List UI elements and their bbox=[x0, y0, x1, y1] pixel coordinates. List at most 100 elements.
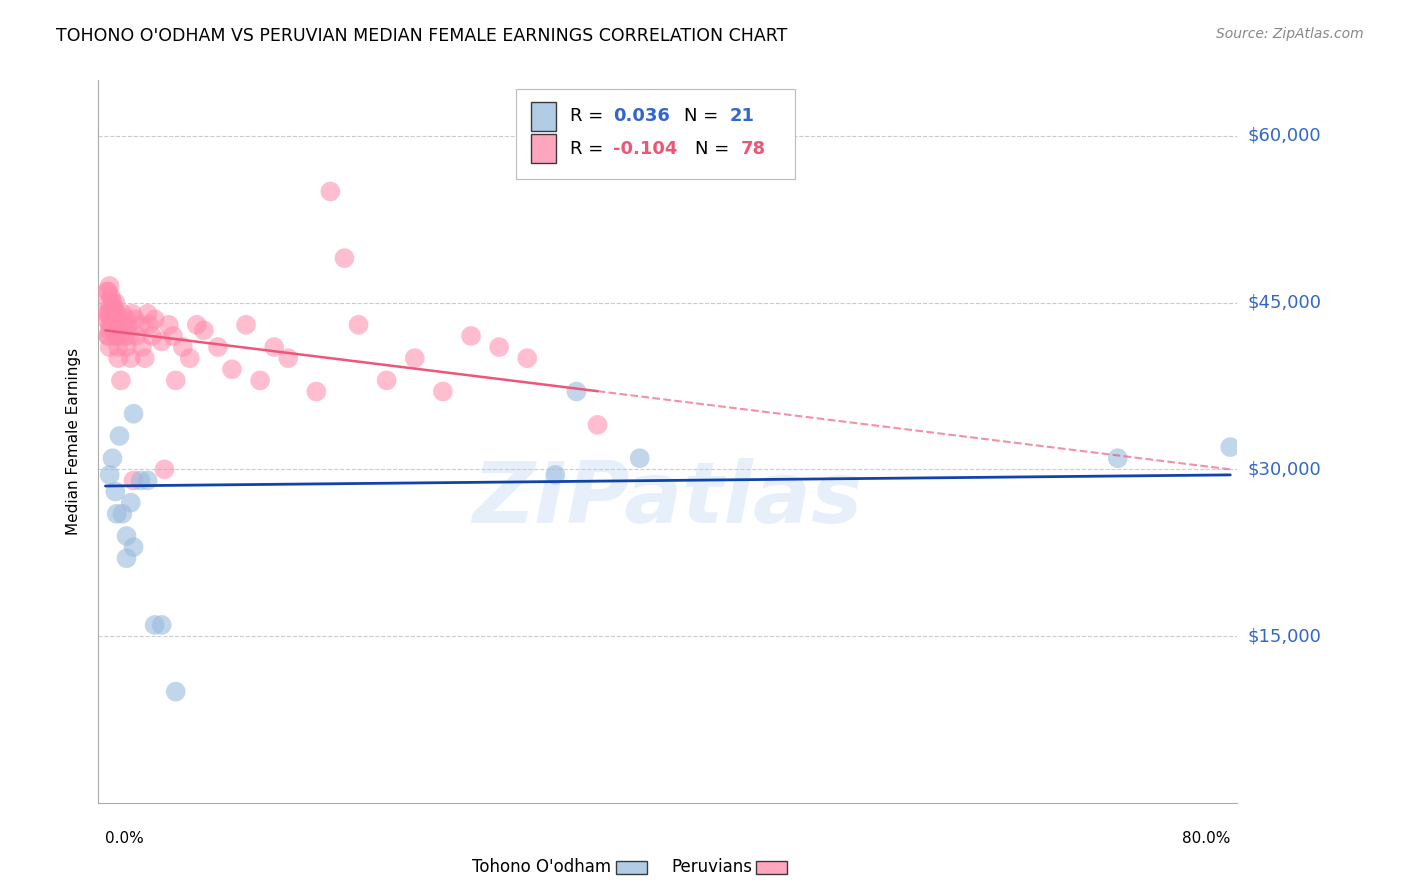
Text: R =: R = bbox=[569, 140, 609, 158]
Point bbox=[179, 351, 201, 366]
Point bbox=[122, 407, 145, 421]
Text: $45,000: $45,000 bbox=[1247, 293, 1322, 311]
Point bbox=[100, 290, 122, 304]
Point bbox=[186, 318, 208, 332]
Point bbox=[136, 307, 159, 321]
FancyBboxPatch shape bbox=[516, 89, 796, 179]
Point bbox=[121, 307, 143, 321]
Point bbox=[115, 340, 138, 354]
Point bbox=[129, 318, 152, 332]
Point bbox=[347, 318, 370, 332]
Point bbox=[162, 329, 184, 343]
Point bbox=[104, 484, 127, 499]
Point bbox=[111, 307, 134, 321]
Point bbox=[120, 351, 142, 366]
Point bbox=[1219, 440, 1241, 454]
Point bbox=[628, 451, 651, 466]
Point bbox=[98, 279, 121, 293]
FancyBboxPatch shape bbox=[531, 135, 557, 163]
Point bbox=[129, 474, 152, 488]
Point bbox=[97, 285, 120, 299]
Point bbox=[111, 507, 134, 521]
Point bbox=[319, 185, 342, 199]
Text: 0.0%: 0.0% bbox=[105, 830, 145, 846]
Point bbox=[108, 318, 131, 332]
Point bbox=[221, 362, 243, 376]
Text: N =: N = bbox=[683, 107, 724, 126]
Point bbox=[112, 318, 135, 332]
Point bbox=[114, 329, 136, 343]
Point bbox=[101, 301, 124, 315]
Text: Peruvians: Peruvians bbox=[671, 858, 752, 876]
Point bbox=[98, 323, 121, 337]
Point bbox=[100, 318, 122, 332]
Point bbox=[153, 462, 176, 476]
Text: $30,000: $30,000 bbox=[1247, 460, 1320, 478]
FancyBboxPatch shape bbox=[531, 102, 557, 131]
Point bbox=[97, 307, 120, 321]
Point bbox=[98, 318, 121, 332]
Point bbox=[138, 318, 160, 332]
Point bbox=[96, 312, 118, 326]
Point bbox=[98, 340, 121, 354]
Point bbox=[124, 312, 146, 326]
Point bbox=[143, 618, 166, 632]
Text: Source: ZipAtlas.com: Source: ZipAtlas.com bbox=[1216, 27, 1364, 41]
Point bbox=[305, 384, 328, 399]
Point bbox=[98, 301, 121, 315]
Point bbox=[263, 340, 285, 354]
Point bbox=[105, 329, 128, 343]
Point bbox=[235, 318, 257, 332]
Point bbox=[165, 373, 187, 387]
Text: TOHONO O'ODHAM VS PERUVIAN MEDIAN FEMALE EARNINGS CORRELATION CHART: TOHONO O'ODHAM VS PERUVIAN MEDIAN FEMALE… bbox=[56, 27, 787, 45]
Point bbox=[110, 373, 132, 387]
Point bbox=[586, 417, 609, 432]
Point bbox=[404, 351, 426, 366]
Point bbox=[488, 340, 510, 354]
Text: $60,000: $60,000 bbox=[1247, 127, 1320, 145]
Point bbox=[117, 318, 139, 332]
Point bbox=[107, 340, 129, 354]
Point bbox=[122, 474, 145, 488]
Point bbox=[131, 340, 153, 354]
Point bbox=[108, 429, 131, 443]
Point bbox=[1107, 451, 1129, 466]
Point bbox=[432, 384, 454, 399]
Point bbox=[115, 312, 138, 326]
Point bbox=[100, 307, 122, 321]
Point bbox=[120, 496, 142, 510]
Point bbox=[101, 451, 124, 466]
Point bbox=[460, 329, 482, 343]
Point bbox=[544, 467, 567, 482]
Text: N =: N = bbox=[695, 140, 735, 158]
Point bbox=[103, 318, 125, 332]
Point bbox=[104, 329, 127, 343]
Point bbox=[115, 529, 138, 543]
Point bbox=[98, 467, 121, 482]
Point bbox=[115, 551, 138, 566]
Text: 0.036: 0.036 bbox=[613, 107, 671, 126]
Point bbox=[150, 334, 173, 349]
Text: 78: 78 bbox=[741, 140, 766, 158]
Point bbox=[97, 329, 120, 343]
Point bbox=[96, 285, 118, 299]
Text: 21: 21 bbox=[730, 107, 755, 126]
Point bbox=[105, 312, 128, 326]
Point bbox=[101, 295, 124, 310]
Point bbox=[516, 351, 538, 366]
Point bbox=[141, 329, 163, 343]
Point bbox=[249, 373, 271, 387]
Point bbox=[96, 307, 118, 321]
Point bbox=[565, 384, 588, 399]
Text: 80.0%: 80.0% bbox=[1182, 830, 1230, 846]
Point bbox=[165, 684, 187, 698]
Point bbox=[97, 295, 120, 310]
Point bbox=[108, 329, 131, 343]
Point bbox=[193, 323, 215, 337]
Point bbox=[150, 618, 173, 632]
Point bbox=[118, 329, 141, 343]
Point bbox=[104, 307, 127, 321]
Point bbox=[375, 373, 398, 387]
Point bbox=[157, 318, 180, 332]
Point bbox=[172, 340, 194, 354]
